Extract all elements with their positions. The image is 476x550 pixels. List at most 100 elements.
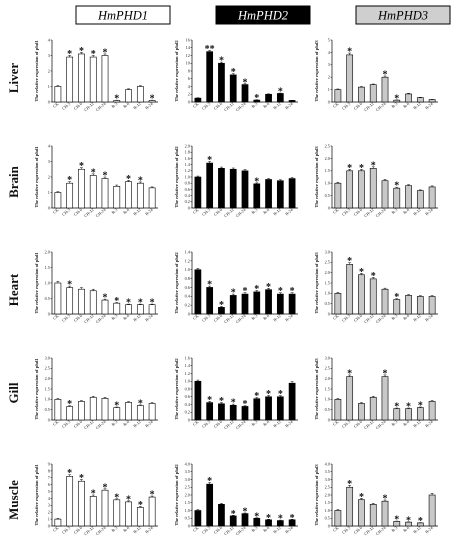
x-tick-label: CH-6: [353, 419, 363, 429]
bar-R-6: [125, 181, 132, 209]
significance-mark: *: [103, 47, 108, 58]
y-tick-label: 12: [186, 53, 190, 58]
bar-R-6: [405, 295, 412, 315]
bar-CH-12: [89, 175, 97, 209]
x-tick-label: R-6: [262, 101, 270, 109]
y-axis-label: The relative expression of phd1: [34, 40, 39, 102]
x-tick-label: CH-3: [61, 207, 71, 217]
x-tick-label: R-12: [132, 313, 142, 322]
y-tick-label: 0.5: [325, 301, 330, 306]
significance-mark: *: [138, 500, 143, 511]
y-tick-label: 0.5: [325, 516, 330, 521]
bar-CH-6: [78, 288, 85, 315]
bar-CH-3: [206, 51, 214, 103]
x-tick-label: CK: [332, 419, 340, 427]
bar-CH-6: [78, 401, 85, 421]
bar-CH-24: [101, 489, 109, 527]
x-tick-label: CH-12: [83, 419, 95, 430]
bar-CH-12: [369, 84, 377, 103]
y-axis-label: The relative expression of phd2: [174, 146, 179, 208]
y-tick-label: 0: [188, 205, 190, 210]
bar-CH-6: [358, 403, 365, 421]
significance-mark: *: [79, 161, 84, 172]
y-axis-label: The relative expression of phd3: [314, 464, 319, 526]
x-tick-label: R-12: [272, 525, 282, 534]
y-tick-label: 0: [188, 417, 190, 422]
significance-mark: *: [266, 282, 271, 293]
x-tick-label: R-3: [250, 207, 258, 215]
x-tick-label: R-12: [132, 207, 142, 216]
bar-R-6: [125, 402, 132, 421]
y-tick-label: 0: [48, 523, 50, 528]
y-tick-label: 1.6: [185, 156, 190, 161]
significance-mark: *: [114, 296, 119, 307]
significance-mark: *: [243, 77, 248, 88]
chart-4-1: The relative expression of phd2 0 0.5 1.0 1.…: [174, 461, 298, 536]
bar-R-6: [405, 185, 412, 209]
bar-CH-6: [358, 274, 365, 315]
header-phd1: HmPHD1: [75, 5, 171, 25]
x-tick-label: R-6: [262, 419, 270, 427]
x-tick-label: R-12: [412, 525, 422, 534]
x-tick-label: CH-24: [375, 101, 388, 113]
x-tick-label: CH-12: [363, 207, 375, 218]
x-tick-label: CH-6: [353, 313, 363, 323]
y-tick-label: 3.0: [325, 355, 330, 360]
x-tick-label: CH-6: [73, 313, 83, 323]
x-tick-label: CK: [332, 101, 340, 109]
x-tick-label: R-24: [424, 207, 434, 217]
x-tick-label: R-3: [110, 525, 118, 533]
y-tick-label: 3: [48, 159, 50, 164]
x-tick-label: R-3: [390, 525, 398, 533]
bar-R-3: [113, 499, 121, 527]
y-tick-label: 1.0: [325, 291, 330, 296]
bar-CH-12: [369, 396, 377, 421]
y-tick-label: 1.5: [185, 500, 190, 505]
header-phd3-box: [355, 5, 451, 25]
significance-mark: *: [67, 468, 72, 479]
y-tick-label: 0: [188, 99, 190, 104]
significance-mark: *: [207, 395, 212, 406]
y-tick-label: 0: [328, 205, 330, 210]
bar-R-12: [276, 293, 284, 315]
significance-mark: *: [207, 280, 212, 291]
significance-mark: *: [207, 476, 212, 487]
significance-mark: *: [418, 400, 423, 411]
y-tick-label: 4: [328, 50, 331, 55]
significance-mark: **: [205, 44, 215, 55]
bar-R-3: [113, 185, 121, 209]
x-tick-label: CH-24: [235, 101, 248, 113]
bar-R-12: [276, 180, 284, 209]
x-tick-label: R-6: [122, 525, 130, 533]
x-tick-label: R-3: [110, 101, 118, 109]
bar-R-6: [265, 289, 272, 315]
bar-CK: [54, 192, 62, 209]
y-axis-label: The relative expression of phd1: [34, 464, 39, 526]
bar-CH-3: [66, 287, 74, 315]
chart-2-0: The relative expression of phd1 0 0.5 1.0 1.…: [34, 249, 158, 324]
y-tick-label: 0: [48, 417, 50, 422]
y-tick-label: 3.5: [185, 469, 190, 474]
y-tick-label: 0: [328, 311, 330, 316]
bar-CK: [54, 399, 62, 421]
y-tick-label: 0.8: [185, 276, 190, 281]
significance-mark: *: [219, 300, 224, 311]
bar-R-3: [393, 187, 401, 209]
bar-CH-24: [101, 178, 109, 209]
x-tick-label: CK: [332, 313, 340, 321]
significance-mark: *: [254, 93, 259, 104]
significance-mark: *: [383, 493, 388, 504]
x-tick-label: CH-6: [213, 525, 223, 535]
x-tick-label: R-12: [272, 313, 282, 322]
significance-mark: *: [254, 176, 259, 187]
x-tick-label: CH-12: [223, 525, 235, 536]
bar-R-6: [265, 396, 272, 421]
x-tick-label: CH-24: [95, 207, 108, 219]
significance-mark: *: [394, 181, 399, 192]
bar-R-12: [136, 182, 144, 209]
significance-mark: *: [347, 368, 352, 379]
x-tick-label: CK: [192, 313, 200, 321]
significance-mark: *: [138, 175, 143, 186]
x-tick-label: CH-3: [61, 525, 71, 535]
x-tick-label: CK: [332, 207, 340, 215]
